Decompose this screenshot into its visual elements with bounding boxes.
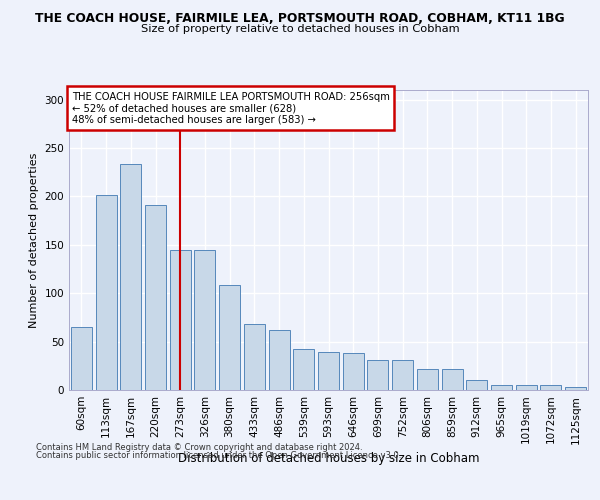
Bar [269, 330, 290, 390]
Bar [293, 350, 314, 390]
Bar [343, 353, 364, 390]
Text: THE COACH HOUSE FAIRMILE LEA PORTSMOUTH ROAD: 256sqm
← 52% of detached houses ar: THE COACH HOUSE FAIRMILE LEA PORTSMOUTH … [71, 92, 389, 124]
Y-axis label: Number of detached properties: Number of detached properties [29, 152, 39, 328]
Text: Size of property relative to detached houses in Cobham: Size of property relative to detached ho… [140, 24, 460, 34]
Bar [367, 360, 388, 390]
Bar [392, 360, 413, 390]
Bar [491, 385, 512, 390]
X-axis label: Distribution of detached houses by size in Cobham: Distribution of detached houses by size … [178, 452, 479, 465]
Bar [71, 327, 92, 390]
Bar [194, 250, 215, 390]
Text: Contains HM Land Registry data © Crown copyright and database right 2024.: Contains HM Land Registry data © Crown c… [36, 442, 362, 452]
Text: THE COACH HOUSE, FAIRMILE LEA, PORTSMOUTH ROAD, COBHAM, KT11 1BG: THE COACH HOUSE, FAIRMILE LEA, PORTSMOUT… [35, 12, 565, 26]
Bar [541, 385, 562, 390]
Bar [120, 164, 141, 390]
Bar [145, 205, 166, 390]
Bar [170, 250, 191, 390]
Bar [318, 352, 339, 390]
Bar [244, 324, 265, 390]
Bar [565, 387, 586, 390]
Bar [95, 194, 116, 390]
Bar [516, 385, 537, 390]
Bar [417, 368, 438, 390]
Bar [219, 284, 240, 390]
Bar [442, 368, 463, 390]
Text: Contains public sector information licensed under the Open Government Licence v3: Contains public sector information licen… [36, 451, 401, 460]
Bar [466, 380, 487, 390]
